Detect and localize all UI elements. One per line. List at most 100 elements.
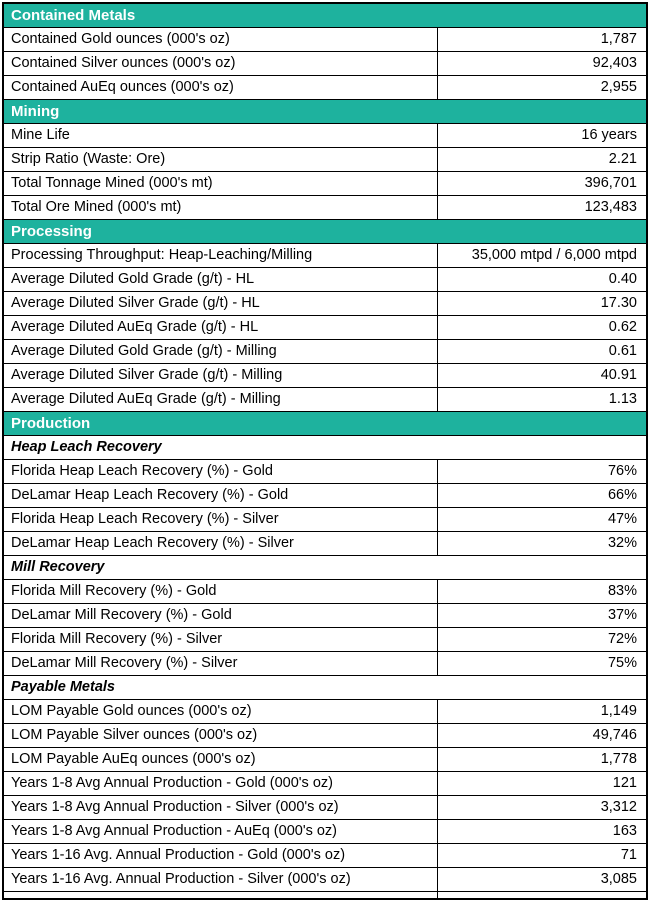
row-value	[436, 891, 648, 899]
row-label: Total Ore Mined (000's mt)	[2, 195, 438, 220]
row-value: 66%	[436, 483, 648, 508]
table-row: Years 1-8 Avg Annual Production - Gold (…	[2, 771, 648, 796]
row-value: 1,778	[436, 747, 648, 772]
row-label: Average Diluted AuEq Grade (g/t) - Milli…	[2, 387, 438, 412]
row-value: 3,085	[436, 867, 648, 892]
row-value: 75%	[436, 651, 648, 676]
row-label: Average Diluted Silver Grade (g/t) - Mil…	[2, 363, 438, 388]
row-value: 3,312	[436, 795, 648, 820]
row-label: Florida Heap Leach Recovery (%) - Gold	[2, 459, 438, 484]
table-row: Years 1-16 Avg. Annual Production - Silv…	[2, 867, 648, 892]
row-label: LOM Payable AuEq ounces (000's oz)	[2, 747, 438, 772]
row-value: 396,701	[436, 171, 648, 196]
row-value: 37%	[436, 603, 648, 628]
table-row-cutoff	[2, 891, 648, 899]
row-value: 47%	[436, 507, 648, 532]
row-value: 72%	[436, 627, 648, 652]
table-row: Total Tonnage Mined (000's mt) 396,701	[2, 171, 648, 196]
table-row: Years 1-8 Avg Annual Production - AuEq (…	[2, 819, 648, 844]
row-value: 83%	[436, 579, 648, 604]
section-header-row: Contained Metals	[2, 2, 648, 28]
subsection-header-row: Mill Recovery	[2, 555, 648, 580]
section-header-row: Production	[2, 411, 648, 436]
subsection-title: Mill Recovery	[2, 555, 648, 580]
row-label: Average Diluted Gold Grade (g/t) - Milli…	[2, 339, 438, 364]
table-row: LOM Payable Silver ounces (000's oz) 49,7…	[2, 723, 648, 748]
table-row: LOM Payable AuEq ounces (000's oz) 1,778	[2, 747, 648, 772]
row-label: Mine Life	[2, 123, 438, 148]
row-label: Years 1-8 Avg Annual Production - Silver…	[2, 795, 438, 820]
row-value: 17.30	[436, 291, 648, 316]
table-row: Contained AuEq ounces (000's oz) 2,955	[2, 75, 648, 100]
row-value: 40.91	[436, 363, 648, 388]
table-row: Contained Silver ounces (000's oz) 92,403	[2, 51, 648, 76]
row-value: 2.21	[436, 147, 648, 172]
table-row: LOM Payable Gold ounces (000's oz) 1,149	[2, 699, 648, 724]
row-label: Average Diluted AuEq Grade (g/t) - HL	[2, 315, 438, 340]
table-row: Average Diluted Silver Grade (g/t) - HL 1…	[2, 291, 648, 316]
row-value: 16 years	[436, 123, 648, 148]
row-label: DeLamar Mill Recovery (%) - Gold	[2, 603, 438, 628]
row-label: Average Diluted Silver Grade (g/t) - HL	[2, 291, 438, 316]
subsection-header-row: Payable Metals	[2, 675, 648, 700]
section-title: Contained Metals	[2, 2, 648, 28]
section-title: Mining	[2, 99, 648, 124]
section-title: Processing	[2, 219, 648, 244]
row-label: Years 1-16 Avg. Annual Production - Silv…	[2, 867, 438, 892]
table-row: Florida Heap Leach Recovery (%) - Silver…	[2, 507, 648, 532]
row-value: 0.40	[436, 267, 648, 292]
row-label: DeLamar Mill Recovery (%) - Silver	[2, 651, 438, 676]
subsection-header-row: Heap Leach Recovery	[2, 435, 648, 460]
table-row: Florida Heap Leach Recovery (%) - Gold 76…	[2, 459, 648, 484]
row-value: 71	[436, 843, 648, 868]
row-label: Years 1-8 Avg Annual Production - AuEq (…	[2, 819, 438, 844]
row-label: Contained Gold ounces (000's oz)	[2, 27, 438, 52]
subsection-title: Heap Leach Recovery	[2, 435, 648, 460]
row-label: Contained Silver ounces (000's oz)	[2, 51, 438, 76]
table-row: Average Diluted Gold Grade (g/t) - HL 0.4…	[2, 267, 648, 292]
row-value: 121	[436, 771, 648, 796]
table-row: Average Diluted AuEq Grade (g/t) - HL 0.6…	[2, 315, 648, 340]
row-value: 35,000 mtpd / 6,000 mtpd	[436, 243, 648, 268]
row-value: 1,787	[436, 27, 648, 52]
row-value: 32%	[436, 531, 648, 556]
section-header-row: Processing	[2, 219, 648, 244]
row-label: Strip Ratio (Waste: Ore)	[2, 147, 438, 172]
table-row: DeLamar Mill Recovery (%) - Gold 37%	[2, 603, 648, 628]
row-label: DeLamar Heap Leach Recovery (%) - Silver	[2, 531, 438, 556]
row-label: LOM Payable Gold ounces (000's oz)	[2, 699, 438, 724]
row-label: Florida Heap Leach Recovery (%) - Silver	[2, 507, 438, 532]
row-value: 0.61	[436, 339, 648, 364]
row-label: LOM Payable Silver ounces (000's oz)	[2, 723, 438, 748]
table-row: Years 1-8 Avg Annual Production - Silver…	[2, 795, 648, 820]
table-row: Years 1-16 Avg. Annual Production - Gold…	[2, 843, 648, 868]
row-label	[2, 891, 438, 899]
row-label: Total Tonnage Mined (000's mt)	[2, 171, 438, 196]
table-row: Florida Mill Recovery (%) - Silver 72%	[2, 627, 648, 652]
row-value: 123,483	[436, 195, 648, 220]
table-row: DeLamar Heap Leach Recovery (%) - Silver…	[2, 531, 648, 556]
table-row: Total Ore Mined (000's mt) 123,483	[2, 195, 648, 220]
row-label: Average Diluted Gold Grade (g/t) - HL	[2, 267, 438, 292]
row-label: Florida Mill Recovery (%) - Gold	[2, 579, 438, 604]
table-row: Strip Ratio (Waste: Ore) 2.21	[2, 147, 648, 172]
subsection-title: Payable Metals	[2, 675, 648, 700]
row-label: DeLamar Heap Leach Recovery (%) - Gold	[2, 483, 438, 508]
table-row: Mine Life 16 years	[2, 123, 648, 148]
row-value: 76%	[436, 459, 648, 484]
row-label: Years 1-16 Avg. Annual Production - Gold…	[2, 843, 438, 868]
table-row: Florida Mill Recovery (%) - Gold 83%	[2, 579, 648, 604]
table-row: DeLamar Heap Leach Recovery (%) - Gold 66…	[2, 483, 648, 508]
row-label: Processing Throughput: Heap-Leaching/Mil…	[2, 243, 438, 268]
table-row: DeLamar Mill Recovery (%) - Silver 75%	[2, 651, 648, 676]
table-row: Average Diluted Silver Grade (g/t) - Mil…	[2, 363, 648, 388]
row-value: 163	[436, 819, 648, 844]
row-value: 1,149	[436, 699, 648, 724]
section-header-row: Mining	[2, 99, 648, 124]
table-row: Contained Gold ounces (000's oz) 1,787	[2, 27, 648, 52]
row-label: Florida Mill Recovery (%) - Silver	[2, 627, 438, 652]
row-value: 2,955	[436, 75, 648, 100]
